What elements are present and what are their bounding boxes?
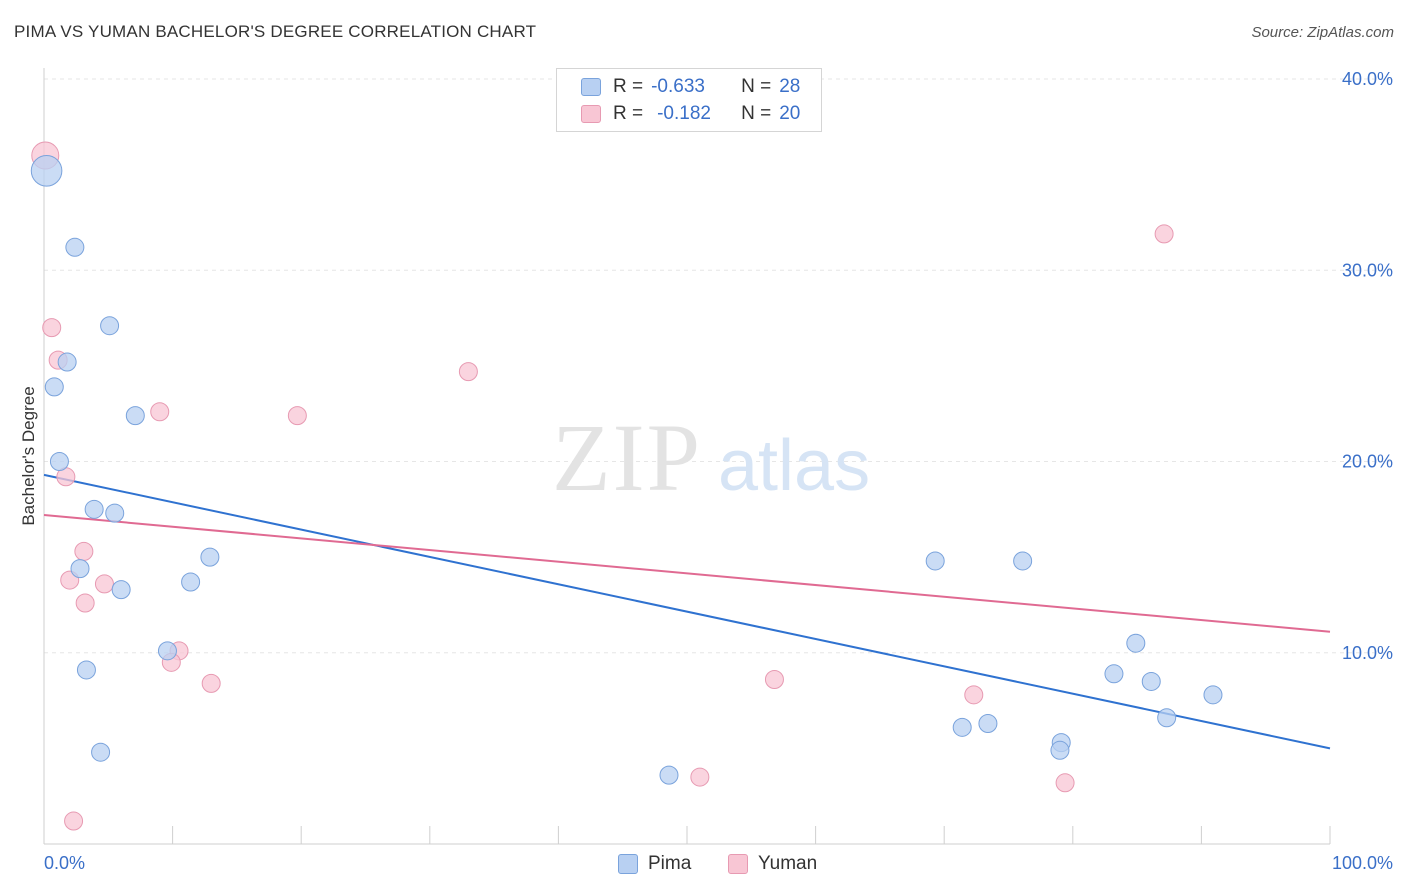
y-tick-label: 40.0% — [1342, 69, 1393, 89]
pima-point — [157, 641, 177, 661]
pima-point — [100, 316, 120, 336]
pima-point — [1013, 551, 1033, 571]
pima-point — [44, 377, 64, 397]
axes — [43, 68, 1331, 845]
pima-point — [1157, 708, 1177, 728]
yuman-point — [42, 318, 62, 338]
pima-point — [76, 660, 96, 680]
pima-trend-line — [43, 473, 1331, 750]
pima-point — [659, 765, 679, 785]
bottom-yuman-label: Yuman — [758, 853, 818, 874]
yuman-trend-line — [43, 514, 1331, 633]
y-tick-label: 20.0% — [1342, 452, 1393, 472]
pima-r-value: -0.633 — [651, 76, 705, 97]
pima-point — [49, 452, 69, 471]
yuman-r-label: R = — [613, 103, 644, 124]
pima-point — [30, 155, 63, 187]
pima-point — [65, 237, 85, 257]
pima-point — [952, 717, 972, 737]
grid-lines — [44, 78, 1392, 654]
pima-point — [1126, 633, 1146, 653]
tick-labels: 10.0% 20.0% 30.0% 40.0% 0.0% 100.0% — [44, 69, 1393, 873]
watermark-atlas: atlas — [718, 426, 870, 506]
pima-point — [91, 742, 111, 762]
pima-point — [57, 352, 77, 372]
legend-row-pima: R = -0.633 N = 28 — [581, 74, 800, 100]
yuman-swatch — [581, 105, 601, 123]
yuman-point — [150, 402, 170, 422]
pima-point — [105, 503, 125, 523]
source-credit: Source: ZipAtlas.com — [1251, 24, 1394, 41]
bottom-pima-swatch — [618, 854, 638, 874]
pima-n-label: N = — [741, 76, 772, 97]
x-tick-label-min: 0.0% — [44, 853, 85, 873]
y-tick-label: 10.0% — [1342, 643, 1393, 663]
yuman-point — [458, 362, 478, 382]
yuman-point — [964, 685, 984, 705]
y-tick-label: 30.0% — [1342, 260, 1393, 280]
yuman-point — [201, 673, 221, 693]
yuman-point — [1055, 773, 1075, 793]
yuman-r-value: -0.182 — [657, 103, 711, 124]
pima-point — [1141, 671, 1161, 691]
bottom-pima-label: Pima — [648, 853, 692, 874]
pima-point — [111, 580, 131, 600]
watermark-zip: ZIP — [552, 404, 702, 511]
legend-row-yuman: R = -0.182 N = 20 — [581, 101, 800, 127]
bottom-legend-pima: Pima — [618, 851, 691, 877]
pima-point — [925, 551, 945, 571]
yuman-n-label: N = — [741, 103, 772, 124]
x-tick-label-max: 100.0% — [1332, 853, 1393, 873]
yuman-point — [74, 541, 94, 561]
yuman-n-value: 20 — [779, 103, 801, 124]
yuman-point — [75, 593, 95, 613]
trend-lines — [43, 473, 1331, 750]
yuman-point — [287, 406, 307, 426]
data-points — [30, 141, 1223, 831]
pima-point — [978, 714, 998, 734]
y-axis-label: Bachelor's Degree — [19, 386, 38, 525]
pima-point — [125, 406, 145, 426]
yuman-point — [690, 767, 710, 787]
yuman-point — [764, 670, 784, 690]
stats-legend: R = -0.633 N = 28 R = -0.182 N = 20 — [556, 68, 822, 132]
chart-title: PIMA VS YUMAN BACHELOR'S DEGREE CORRELAT… — [14, 22, 537, 41]
bottom-yuman-swatch — [728, 854, 748, 874]
yuman-point — [1154, 224, 1174, 244]
pima-point — [70, 559, 90, 579]
yuman-point — [94, 574, 114, 594]
pima-n-value: 28 — [779, 76, 801, 97]
pima-r-label: R = — [613, 76, 644, 97]
pima-point — [1050, 740, 1070, 760]
pima-point — [1104, 664, 1124, 684]
pima-point — [1203, 685, 1223, 705]
yuman-point — [64, 811, 84, 831]
pima-point — [84, 499, 104, 519]
bottom-legend-yuman: Yuman — [728, 851, 817, 877]
pima-point — [200, 547, 220, 567]
pima-swatch — [581, 78, 601, 96]
pima-point — [181, 572, 201, 592]
